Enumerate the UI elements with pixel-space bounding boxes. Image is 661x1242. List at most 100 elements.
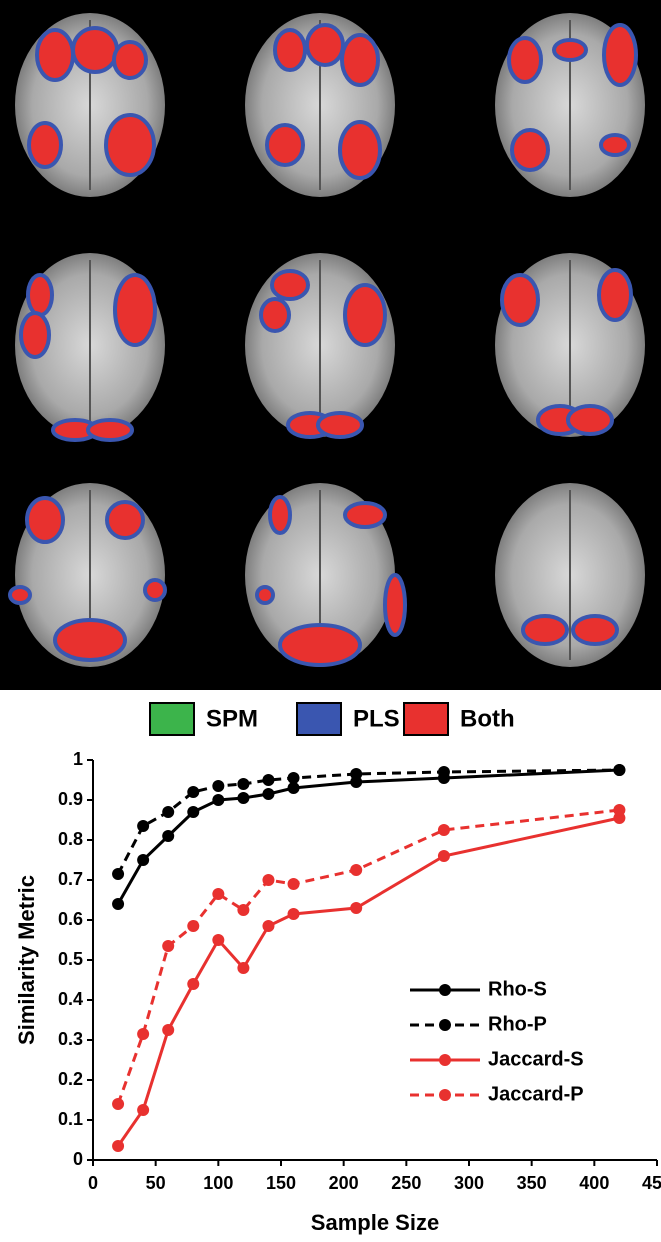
x-tick-label: 300 <box>454 1173 484 1193</box>
legend-marker <box>439 1019 451 1031</box>
series-point <box>237 904 250 916</box>
series-point <box>262 788 275 800</box>
x-tick-label: 100 <box>203 1173 233 1193</box>
activation <box>343 501 387 529</box>
legend-label: SPM <box>206 705 258 732</box>
activation <box>383 573 407 637</box>
series-point <box>162 830 175 842</box>
series-point <box>212 794 225 806</box>
x-tick-label: 50 <box>146 1173 166 1193</box>
activation <box>259 297 291 333</box>
activation <box>552 38 588 62</box>
y-tick-label: 0.1 <box>58 1109 83 1129</box>
series-point <box>287 772 300 784</box>
activation <box>105 500 145 540</box>
series-point <box>613 804 626 816</box>
activation <box>343 283 387 347</box>
activation <box>71 26 119 74</box>
x-axis-label: Sample Size <box>311 1210 439 1235</box>
x-tick-label: 400 <box>579 1173 609 1193</box>
y-tick-label: 0.2 <box>58 1069 83 1089</box>
y-tick-label: 0.5 <box>58 949 83 969</box>
y-tick-label: 0 <box>73 1149 83 1169</box>
series-point <box>112 868 125 880</box>
legend-label: Jaccard-P <box>488 1083 584 1105</box>
x-tick-label: 0 <box>88 1173 98 1193</box>
series-point <box>437 766 450 778</box>
activation <box>112 40 148 80</box>
activation <box>265 123 305 167</box>
series-point <box>237 792 250 804</box>
series-point <box>262 774 275 786</box>
series-point <box>237 962 250 974</box>
y-tick-label: 0.7 <box>58 869 83 889</box>
activation <box>270 269 310 301</box>
y-tick-label: 0.3 <box>58 1029 83 1049</box>
activation <box>338 120 382 180</box>
legend-swatch <box>296 702 342 736</box>
activation <box>500 273 540 327</box>
activation <box>278 623 362 667</box>
activation <box>26 273 54 317</box>
legend-marker <box>439 1054 451 1066</box>
series-point <box>187 806 200 818</box>
series-point <box>350 864 363 876</box>
activation <box>507 36 543 84</box>
y-tick-label: 0.4 <box>58 989 83 1009</box>
activation <box>273 28 307 72</box>
series-line <box>116 768 620 875</box>
legend-label: Rho-P <box>488 1013 547 1035</box>
series-point <box>162 940 175 952</box>
series-point <box>187 920 200 932</box>
series-point <box>162 1024 175 1036</box>
series-point <box>613 764 626 776</box>
activation <box>104 113 156 177</box>
legend-label: Jaccard-S <box>488 1048 584 1070</box>
activation <box>19 311 51 359</box>
activation <box>35 28 75 82</box>
activation <box>27 121 63 169</box>
series-line <box>116 808 620 1105</box>
legend-label: Rho-S <box>488 978 547 1000</box>
legend-label: PLS <box>353 705 400 732</box>
activation <box>25 496 65 544</box>
series-point <box>287 908 300 920</box>
activation <box>566 404 614 436</box>
series-point <box>187 786 200 798</box>
series-point <box>287 878 300 890</box>
activation <box>521 614 569 646</box>
series-point <box>262 920 275 932</box>
activation <box>86 418 134 442</box>
activation <box>602 23 638 87</box>
x-tick-label: 450 <box>642 1173 661 1193</box>
image-legend: SPM PLS Both <box>149 702 515 736</box>
legend-marker <box>439 984 451 996</box>
series-point <box>137 854 150 866</box>
series-point <box>112 1140 125 1152</box>
activation <box>597 268 633 322</box>
activation <box>143 578 167 602</box>
series-point <box>137 820 150 832</box>
y-tick-label: 1 <box>73 749 83 769</box>
series-point <box>137 1028 150 1040</box>
x-tick-label: 200 <box>329 1173 359 1193</box>
y-axis-label: Similarity Metric <box>14 875 39 1045</box>
series-point <box>287 782 300 794</box>
series-point <box>237 778 250 790</box>
activation <box>8 585 32 605</box>
y-tick-label: 0.8 <box>58 829 83 849</box>
x-tick-label: 150 <box>266 1173 296 1193</box>
series-point <box>137 1104 150 1116</box>
activation <box>113 273 157 347</box>
series-point <box>212 780 225 792</box>
series-point <box>212 888 225 900</box>
activation <box>255 585 275 605</box>
x-tick-label: 350 <box>517 1173 547 1193</box>
activation <box>53 618 127 662</box>
activation <box>316 411 364 439</box>
legend-marker <box>439 1089 451 1101</box>
series-point <box>262 874 275 886</box>
legend-label: Both <box>460 705 515 732</box>
